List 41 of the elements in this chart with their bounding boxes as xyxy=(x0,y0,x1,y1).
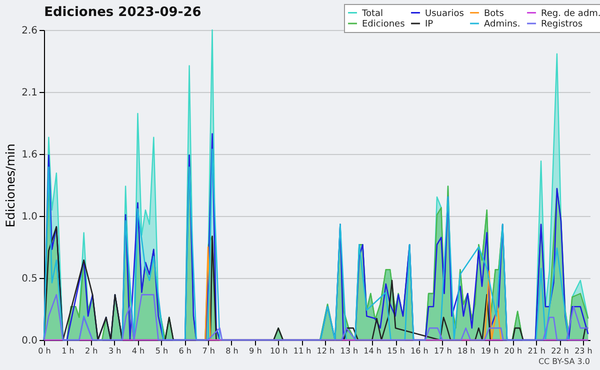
y-tick-label: 2.6 xyxy=(22,26,38,36)
y-tick-label: 1.6 xyxy=(22,150,38,160)
x-tick-label: 15 h xyxy=(387,346,405,356)
x-tick-label: 0 h xyxy=(38,346,51,356)
y-tick-label: 0.5 xyxy=(22,274,38,284)
x-tick-label: 7 h xyxy=(202,346,215,356)
x-tick-label: 5 h xyxy=(155,346,168,356)
x-tick-label: 2 h xyxy=(85,346,98,356)
x-tick-label: 16 h xyxy=(410,346,428,356)
x-tick-label: 22 h xyxy=(551,346,569,356)
x-tick-label: 14 h xyxy=(364,346,382,356)
legend-label: Bots xyxy=(484,8,504,19)
x-tick-label: 20 h xyxy=(504,346,522,356)
x-tick-label: 21 h xyxy=(528,346,546,356)
x-tick-label: 1 h xyxy=(62,346,74,356)
y-tick-label: 2.1 xyxy=(22,88,38,98)
x-tick-label: 23 h xyxy=(574,346,592,356)
y-tick-label: 1.0 xyxy=(22,212,38,222)
x-tick-label: 6 h xyxy=(178,346,192,356)
text: CC BY-SA 3.0 xyxy=(538,357,590,366)
x-tick-label: 11 h xyxy=(293,346,312,356)
x-tick-label: 19 h xyxy=(480,346,499,356)
x-tick-label: 17 h xyxy=(434,346,452,356)
x-tick-label: 9 h xyxy=(249,346,262,356)
legend-label: Usuarios xyxy=(425,8,464,19)
x-tick-label: 8 h xyxy=(226,346,238,356)
legend-label: Admins. xyxy=(484,20,520,30)
x-tick-label: 18 h xyxy=(457,346,476,356)
x-tick-label: 12 h xyxy=(316,346,335,356)
legend-label: Reg. de adm. xyxy=(541,8,600,19)
x-tick-label: 10 h xyxy=(270,346,288,356)
chart-title: Ediciones 2023-09-26 xyxy=(44,5,202,20)
legend-label: Registros xyxy=(541,20,583,30)
legend-label: IP xyxy=(425,20,434,30)
x-tick-label: 4 h xyxy=(132,346,145,356)
y-axis-title: Ediciones/min xyxy=(4,144,18,228)
legend-label: Total xyxy=(361,8,384,19)
x-tick-label: 13 h xyxy=(340,346,358,356)
x-tick-label: 3 h xyxy=(108,346,122,356)
legend-label: Ediciones xyxy=(362,20,406,30)
y-tick-label: 0.0 xyxy=(22,336,38,346)
